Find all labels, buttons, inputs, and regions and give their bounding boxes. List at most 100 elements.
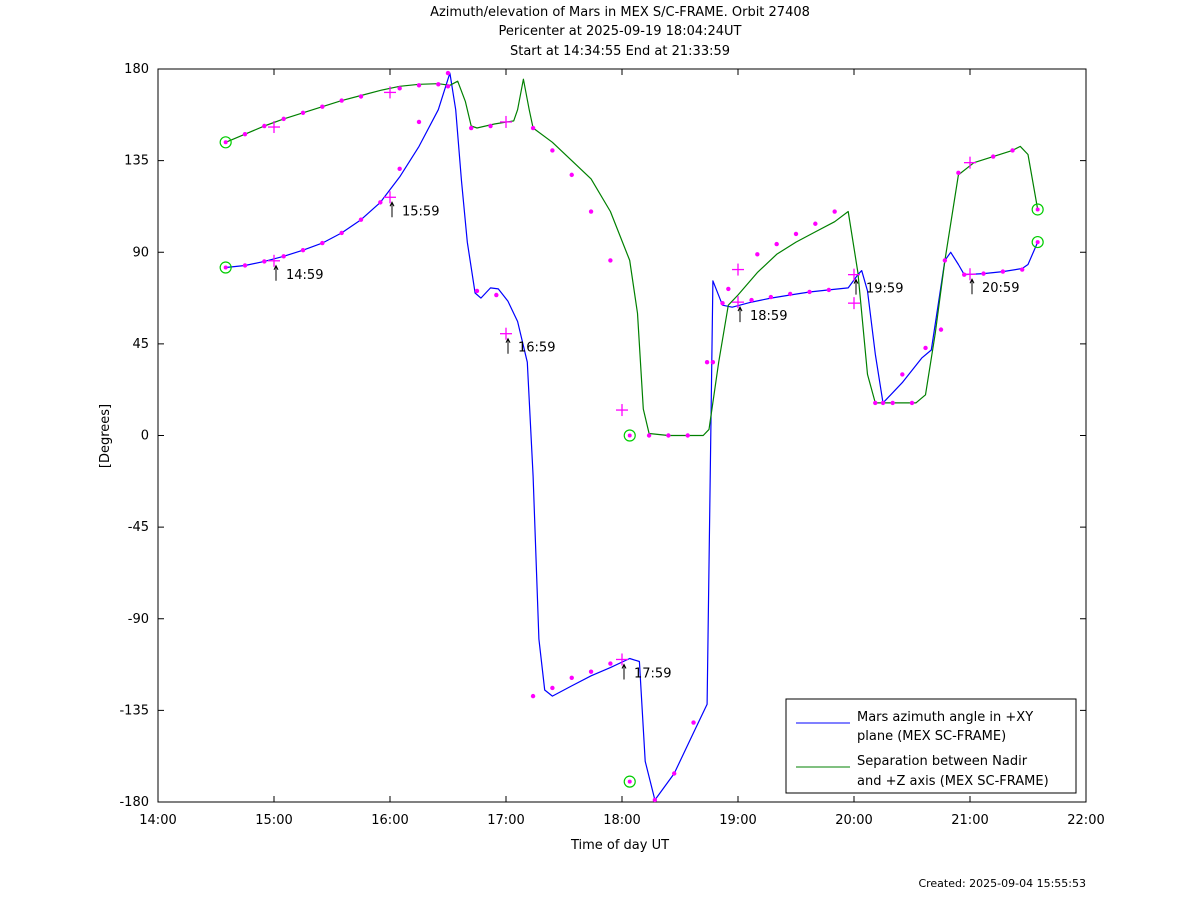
dot-marker xyxy=(320,104,325,109)
dot-marker xyxy=(704,360,710,365)
separation-series-line xyxy=(225,78,1039,437)
dot-marker xyxy=(436,82,441,87)
x-tick-label: 18:00 xyxy=(603,813,640,828)
dot-marker xyxy=(608,661,613,666)
dot-marker xyxy=(588,209,594,214)
dot-marker xyxy=(445,84,451,89)
dot-marker xyxy=(685,433,690,438)
annotation-time-label: 19:59 xyxy=(866,282,903,297)
endpoint-circle-marker xyxy=(1031,203,1044,216)
dot-marker xyxy=(710,360,716,365)
dot-marker xyxy=(550,685,555,691)
annotation-arrowhead xyxy=(621,663,627,669)
endpoint-dot-marker xyxy=(223,265,228,270)
legend-label-separation-line2: and +Z axis (MEX SC-FRAME) xyxy=(857,774,1049,789)
dot-marker xyxy=(416,83,422,88)
dot-marker xyxy=(923,345,928,351)
plus-marker xyxy=(964,268,976,281)
dot-marker xyxy=(991,154,996,159)
plus-marker xyxy=(384,86,396,99)
dot-marker xyxy=(749,297,754,303)
x-tick-label: 19:00 xyxy=(719,813,756,828)
dot-marker xyxy=(300,248,306,253)
endpoint-circle-marker xyxy=(1031,235,1044,249)
y-tick-label: 135 xyxy=(124,154,149,169)
plus-marker xyxy=(268,121,280,134)
y-tick-label: -135 xyxy=(119,703,149,718)
annotation-arrowhead xyxy=(853,278,859,284)
plus-marker xyxy=(500,115,512,128)
dot-marker xyxy=(530,125,536,131)
dot-marker xyxy=(445,70,451,76)
x-tick-label: 22:00 xyxy=(1067,813,1104,828)
annotation-time-label: 17:59 xyxy=(634,666,671,681)
plus-marker xyxy=(268,254,280,267)
plus-marker xyxy=(616,404,628,417)
dot-marker xyxy=(569,675,574,680)
x-tick-label: 21:00 xyxy=(951,813,988,828)
x-tick-label: 15:00 xyxy=(255,813,292,828)
annotation-arrowhead xyxy=(505,337,511,343)
endpoint-circle-marker xyxy=(623,775,636,788)
dot-marker xyxy=(339,98,344,103)
dot-marker xyxy=(281,116,286,122)
plus-marker xyxy=(384,191,396,204)
dot-marker xyxy=(530,693,536,699)
annotation-time-label: 20:59 xyxy=(982,281,1019,296)
dot-marker xyxy=(666,433,671,438)
dot-marker xyxy=(262,259,267,264)
dot-marker xyxy=(320,240,325,246)
dot-marker xyxy=(550,148,555,153)
annotation-time-label: 15:59 xyxy=(402,204,439,219)
plus-marker xyxy=(616,653,628,666)
dot-marker xyxy=(768,294,774,300)
dot-marker xyxy=(474,288,480,294)
x-tick-label: 16:00 xyxy=(371,813,408,828)
dot-marker xyxy=(873,400,878,406)
dot-marker xyxy=(832,209,837,214)
chart-title: Azimuth/elevation of Mars in MEX S/C-FRA… xyxy=(430,5,810,20)
dot-marker xyxy=(588,669,594,674)
dot-marker xyxy=(494,292,499,298)
y-tick-label: 45 xyxy=(132,337,149,352)
dot-marker xyxy=(774,241,779,247)
annotation-time-label: 14:59 xyxy=(286,268,323,283)
dot-marker xyxy=(242,131,248,137)
created-timestamp: Created: 2025-09-04 15:55:53 xyxy=(918,877,1086,890)
y-tick-labels: 180 135 90 45 0 -45 -90 -135 -180 xyxy=(119,62,149,810)
endpoint-circle-marker xyxy=(219,261,232,274)
legend-box xyxy=(785,698,1077,794)
y-tick-label: 90 xyxy=(132,245,149,260)
dot-marker xyxy=(755,252,760,257)
dot-marker xyxy=(646,433,652,438)
dot-marker xyxy=(900,372,905,377)
dot-marker xyxy=(339,230,344,236)
plot-area-frame xyxy=(157,68,1087,803)
plus-marker xyxy=(732,296,744,309)
dot-marker xyxy=(358,217,364,222)
dot-marker xyxy=(880,400,886,406)
plus-marker xyxy=(848,297,860,310)
dot-marker xyxy=(726,286,731,292)
dot-marker xyxy=(242,263,248,268)
annotation-time-label: 16:59 xyxy=(518,341,555,356)
dot-marker xyxy=(909,400,915,406)
annotation-time-label: 18:59 xyxy=(750,309,787,324)
dot-marker xyxy=(652,797,658,803)
dot-marker xyxy=(807,289,812,295)
annotation-arrowhead xyxy=(389,201,395,207)
endpoint-dot-marker xyxy=(1035,207,1040,212)
dot-marker xyxy=(890,400,895,406)
endpoint-dot-marker xyxy=(1035,240,1040,245)
dot-marker xyxy=(672,771,677,776)
endpoint-dot-marker xyxy=(627,433,632,438)
dot-marker xyxy=(378,200,383,205)
legend: Mars azimuth angle in +XY plane (MEX SC-… xyxy=(785,698,1077,794)
dot-marker xyxy=(956,170,961,176)
axis-ticks xyxy=(157,68,1087,803)
dot-marker xyxy=(793,231,799,237)
x-tick-labels: 14:00 15:00 16:00 17:00 18:00 19:00 20:00 21:00… xyxy=(139,813,1104,828)
dot-marker xyxy=(416,119,422,125)
dot-marker xyxy=(469,125,474,131)
x-tick-label: 14:00 xyxy=(139,813,176,828)
